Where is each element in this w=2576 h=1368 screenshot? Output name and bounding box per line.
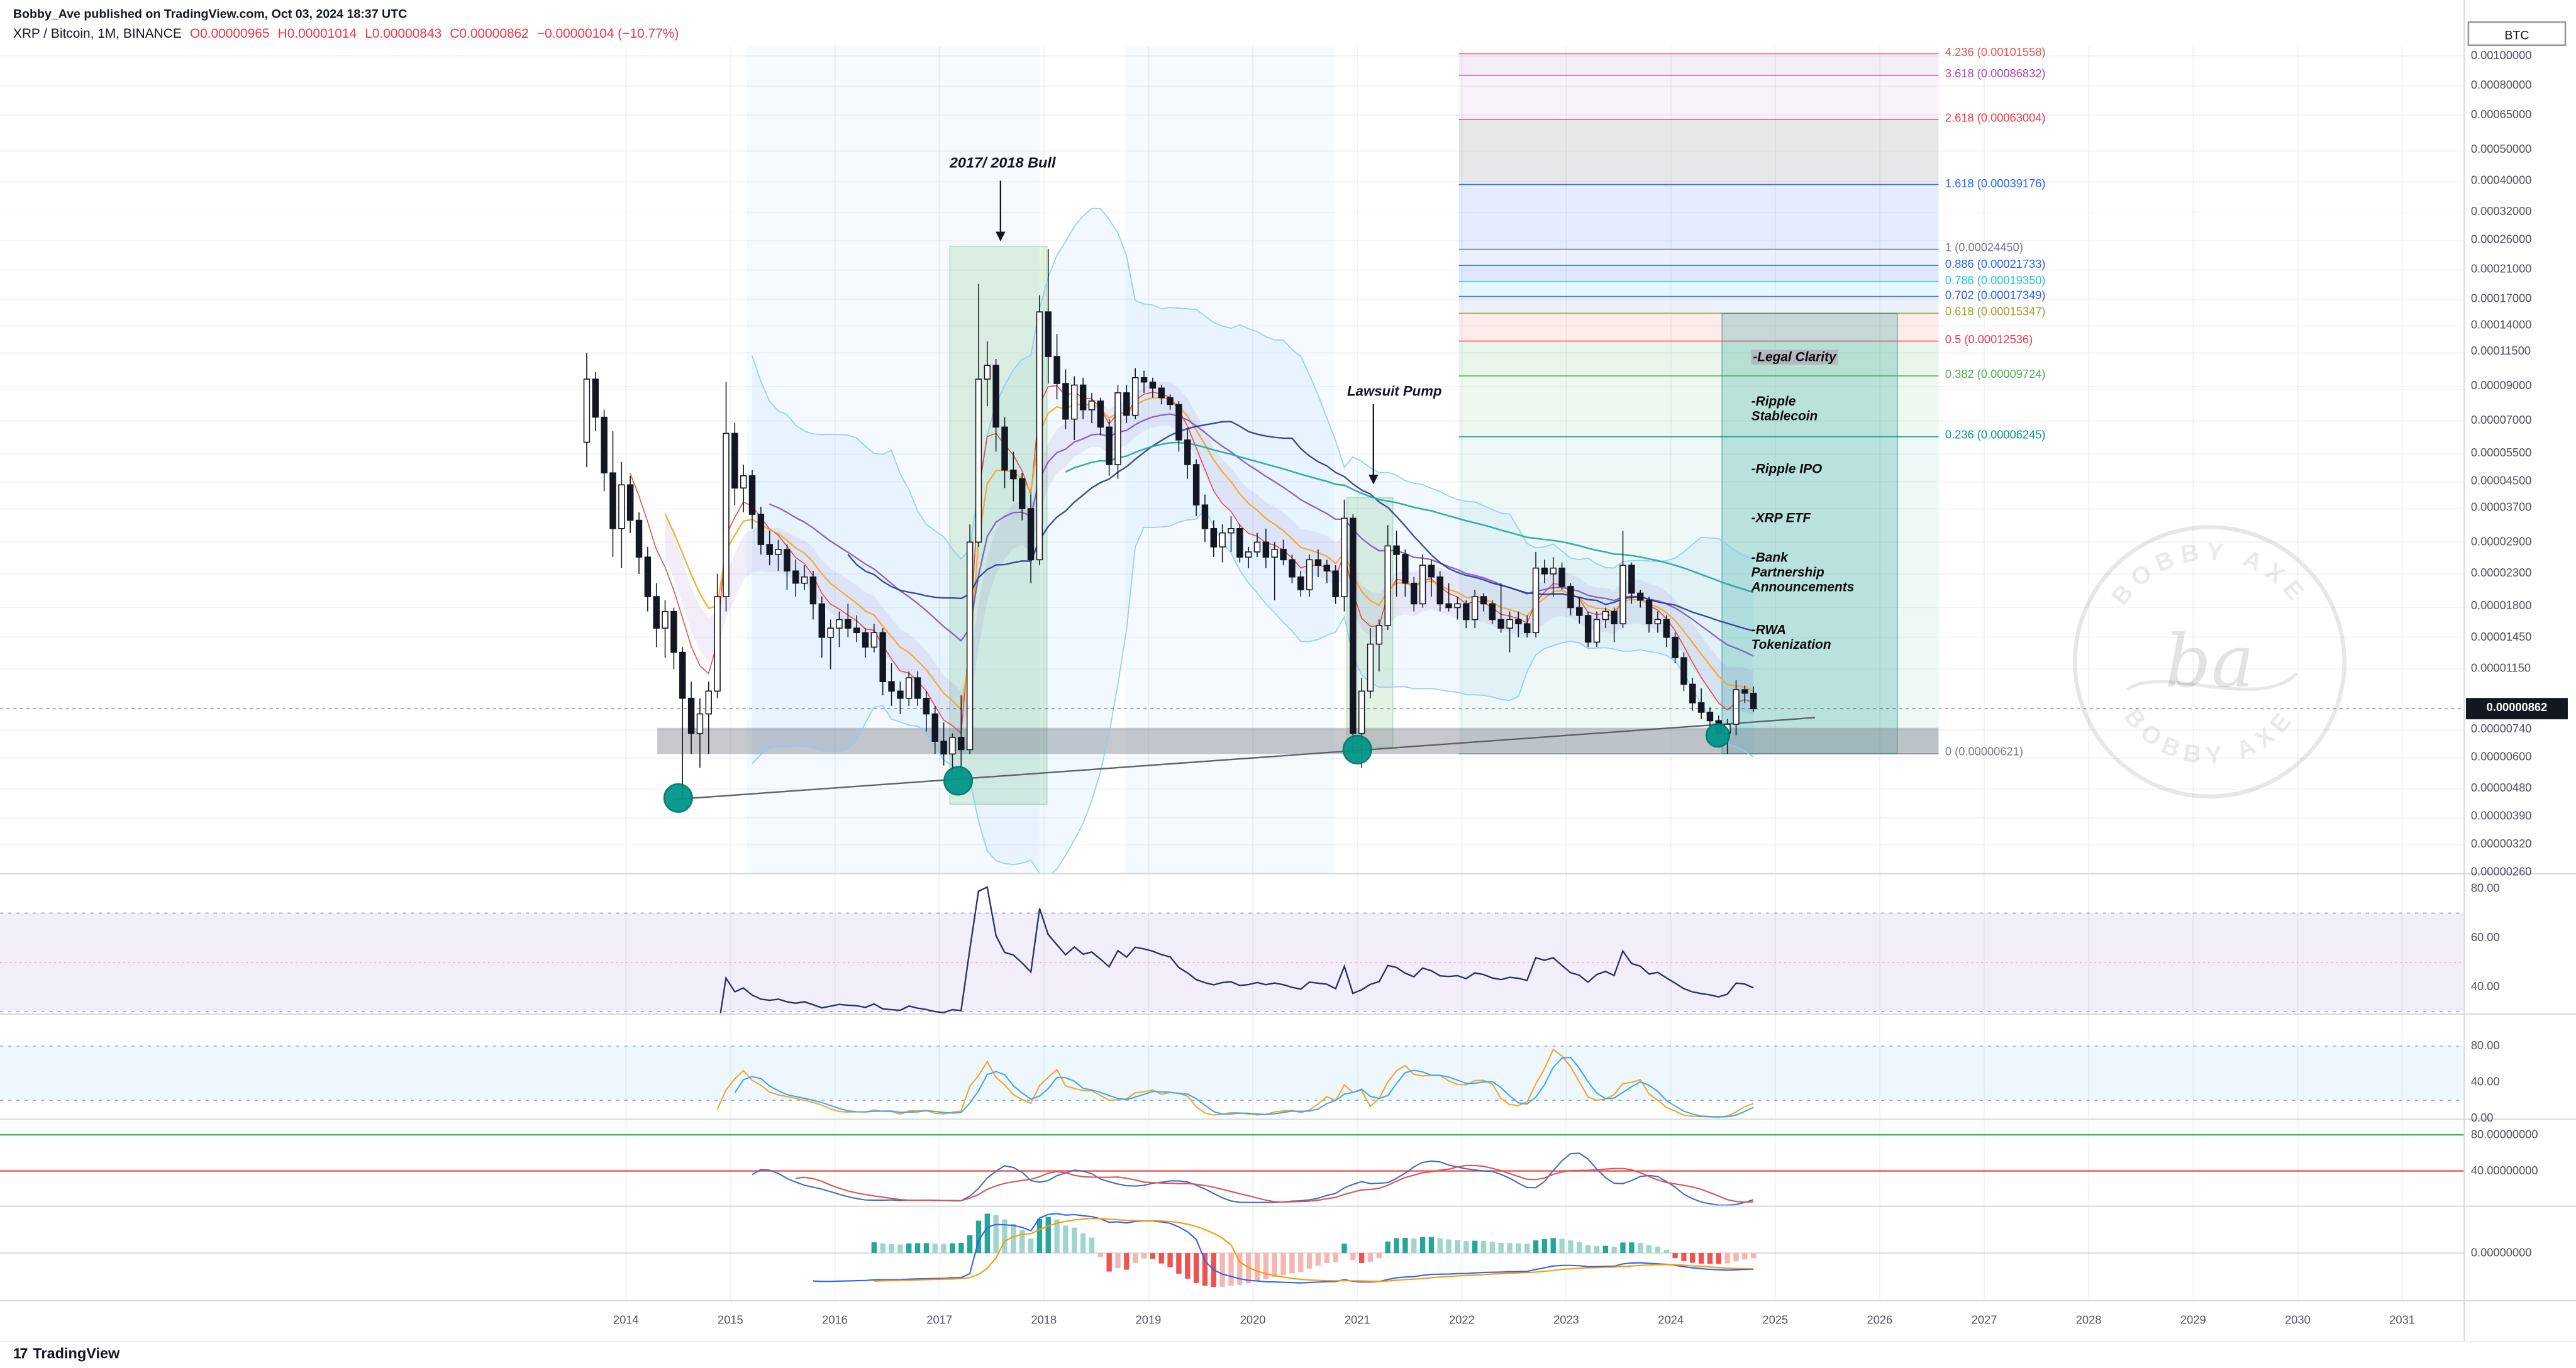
year-label: 2031	[2389, 1315, 2415, 1327]
price-axis-label: 0.00004500	[2470, 476, 2532, 488]
year-label: 2023	[1553, 1315, 1579, 1327]
year-label: 2019	[1135, 1315, 1162, 1327]
annotation-lawsuit-label: Lawsuit Pump	[1347, 382, 1442, 399]
year-label: 2028	[2075, 1315, 2102, 1327]
legend-change: −0.00000104 (−10.77%)	[536, 26, 679, 41]
price-axis-label: 0.00000600	[2470, 753, 2532, 764]
year-label: 2026	[1867, 1315, 1893, 1327]
fib-label-0.886: 0.886 (0.00021733)	[1945, 260, 2046, 272]
price-axis-label: 0.00050000	[2470, 145, 2532, 157]
price-axis-label: 0.00001450	[2470, 631, 2532, 643]
price-axis-label: 0.00001150	[2470, 663, 2531, 675]
indicator-axis-label: 0.00000000	[2470, 1247, 2532, 1259]
indicator-axis-label: 80.00	[2470, 1040, 2500, 1052]
price-axis-label: 0.00065000	[2470, 109, 2532, 121]
fib-label-0: 0 (0.00000621)	[1945, 747, 2023, 760]
price-axis-label: 0.00080000	[2470, 80, 2532, 92]
tradingview-wordmark[interactable]: TradingView	[33, 1345, 120, 1362]
svg-text:BOBBY AXE: BOBBY AXE	[2119, 703, 2301, 770]
legend-open: O0.00000965	[189, 26, 270, 41]
fib-label-3.618: 3.618 (0.00086832)	[1945, 69, 2046, 81]
tradingview-attribution[interactable]: 17 TradingView	[13, 1345, 119, 1361]
year-label: 2021	[1344, 1315, 1370, 1327]
fib-label-0.5: 0.5 (0.00012536)	[1945, 335, 2033, 347]
annotation-bull-label: 2017/ 2018 Bull	[949, 154, 1056, 171]
price-axis-label: 0.00002300	[2470, 568, 2532, 580]
year-label: 2016	[822, 1315, 848, 1327]
year-label: 2017	[926, 1315, 953, 1327]
quote-currency-badge[interactable]: BTC	[2467, 21, 2567, 47]
indicator-axis-label: 80.00	[2470, 883, 2500, 895]
year-label: 2024	[1658, 1315, 1684, 1327]
publish-info: Bobby_Ave published on TradingView.com, …	[13, 6, 408, 21]
price-axis-label: 0.00000320	[2470, 839, 2532, 851]
price-axis-label: 0.00026000	[2470, 234, 2532, 247]
catalyst-item: -Ripple Stablecoin	[1751, 394, 1818, 424]
price-axis-label: 0.00017000	[2470, 293, 2532, 306]
legend-close: C0.00000862	[450, 26, 529, 41]
price-axis-label: 0.00000480	[2470, 783, 2532, 795]
catalyst-item: -XRP ETF	[1751, 510, 1811, 526]
fib-label-0.702: 0.702 (0.00017349)	[1945, 290, 2046, 302]
price-axis-label: 0.00000260	[2470, 868, 2532, 880]
indicator-axis-label: 0.00	[2470, 1112, 2494, 1125]
symbol-legend: XRP / Bitcoin, 1M, BINANCE O0.00000965 H…	[13, 26, 679, 41]
year-label: 2018	[1031, 1315, 1057, 1327]
price-axis-label: 0.00007000	[2470, 415, 2532, 427]
catalyst-item: -RWA Tokenization	[1751, 622, 1831, 653]
fib-label-4.236: 4.236 (0.00101558)	[1945, 48, 2046, 60]
year-label: 2020	[1240, 1315, 1266, 1327]
fib-label-0.382: 0.382 (0.00009724)	[1945, 370, 2046, 382]
price-axis-label: 0.00005500	[2470, 448, 2532, 460]
fib-label-0.786: 0.786 (0.00019350)	[1945, 275, 2046, 287]
year-label: 2014	[613, 1315, 639, 1327]
fib-label-0.236: 0.236 (0.00006245)	[1945, 431, 2046, 443]
price-axis-label: 0.00011500	[2470, 347, 2531, 359]
catalyst-item: -Legal Clarity	[1751, 350, 1857, 365]
legend-high: H0.00001014	[277, 26, 357, 41]
fib-label-0.618: 0.618 (0.00015347)	[1945, 307, 2046, 319]
last-price-label: 0.00000862	[2465, 698, 2568, 720]
year-label: 2015	[718, 1315, 743, 1327]
price-axis-label: 0.00021000	[2470, 264, 2532, 276]
year-label: 2025	[1762, 1315, 1789, 1327]
tradingview-logo-icon[interactable]: 17	[13, 1345, 28, 1362]
price-axis-label: 0.00000740	[2470, 724, 2532, 736]
catalyst-item: -Ripple IPO	[1751, 461, 1823, 477]
indicator-axis-label: 40.00	[2470, 981, 2500, 993]
price-axis-label: 0.00001800	[2470, 602, 2532, 614]
year-label: 2027	[1971, 1315, 1997, 1327]
indicator-axis-label: 60.00	[2470, 932, 2500, 944]
price-axis-label: 0.00002900	[2470, 536, 2532, 548]
indicator-axis-label: 40.00000000	[2470, 1165, 2538, 1177]
price-axis-label: 0.00014000	[2470, 320, 2532, 332]
fib-label-1: 1 (0.00024450)	[1945, 243, 2023, 255]
catalyst-item: -Bank Partnership Announcements	[1751, 550, 1855, 595]
indicator-axis-label: 40.00	[2470, 1076, 2500, 1088]
year-label: 2029	[2180, 1315, 2206, 1327]
year-label: 2030	[2285, 1315, 2311, 1327]
legend-low: L0.00000843	[365, 26, 442, 41]
svg-text:ba: ba	[2165, 620, 2254, 704]
price-axis-label: 0.00009000	[2470, 380, 2532, 392]
price-axis-label: 0.00032000	[2470, 206, 2532, 218]
indicator-axis-label: 80.00000000	[2470, 1128, 2538, 1141]
price-axis-label: 0.00003700	[2470, 502, 2532, 515]
fib-label-1.618: 1.618 (0.00039176)	[1945, 179, 2046, 190]
price-axis-label: 0.00100000	[2470, 50, 2532, 62]
fib-label-2.618: 2.618 (0.00063004)	[1945, 113, 2046, 125]
year-label: 2022	[1449, 1315, 1475, 1327]
symbol-title[interactable]: XRP / Bitcoin, 1M, BINANCE	[13, 26, 182, 41]
price-axis-label: 0.00040000	[2470, 175, 2532, 188]
price-axis-label: 0.00000390	[2470, 812, 2532, 824]
